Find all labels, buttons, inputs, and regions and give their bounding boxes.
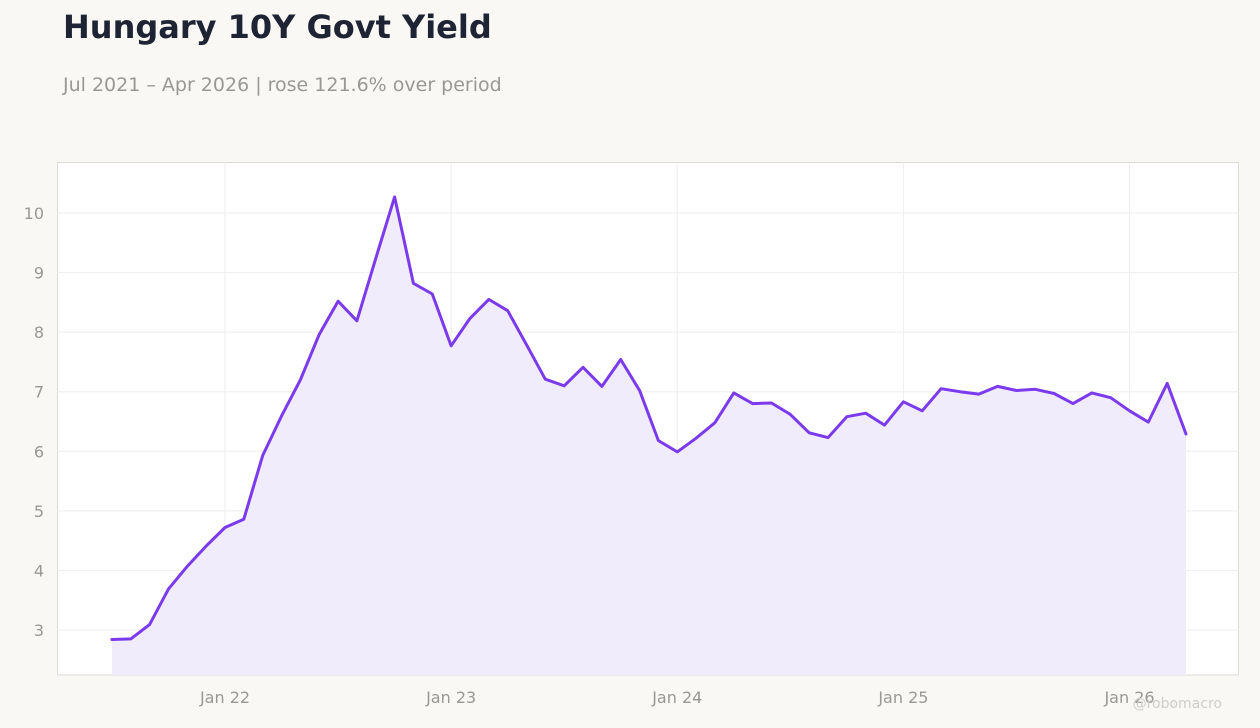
y-tick-label: 7 [34, 383, 44, 402]
chart-title: Hungary 10Y Govt Yield [63, 8, 492, 46]
series-line-layer [110, 195, 1188, 641]
x-tick-label: Jan 22 [199, 688, 250, 707]
x-tick-label: Jan 25 [877, 688, 928, 707]
series-area [111, 196, 1186, 675]
x-tick-label: Jan 26 [1103, 688, 1154, 707]
y-tick-label: 10 [24, 204, 44, 223]
x-tick-label: Jan 24 [651, 688, 702, 707]
chart-subtitle: Jul 2021 – Apr 2026 | rose 121.6% over p… [63, 74, 502, 96]
y-tick-label: 3 [34, 621, 44, 640]
y-tick-label: 9 [34, 264, 44, 283]
y-tick-label: 8 [34, 323, 44, 342]
y-tick-label: 5 [34, 502, 44, 521]
area-fill-layer [111, 196, 1186, 675]
y-tick-label: 6 [34, 442, 44, 461]
y-tick-label: 4 [34, 561, 44, 580]
watermark: @robomacro [1132, 696, 1222, 712]
series-line [110, 195, 1188, 641]
x-tick-label: Jan 23 [425, 688, 476, 707]
x-axis: Jan 22 Jan 23 Jan 24 Jan 25 Jan 26 [199, 688, 1155, 707]
y-axis: 3 4 5 6 7 8 9 10 [24, 204, 44, 640]
